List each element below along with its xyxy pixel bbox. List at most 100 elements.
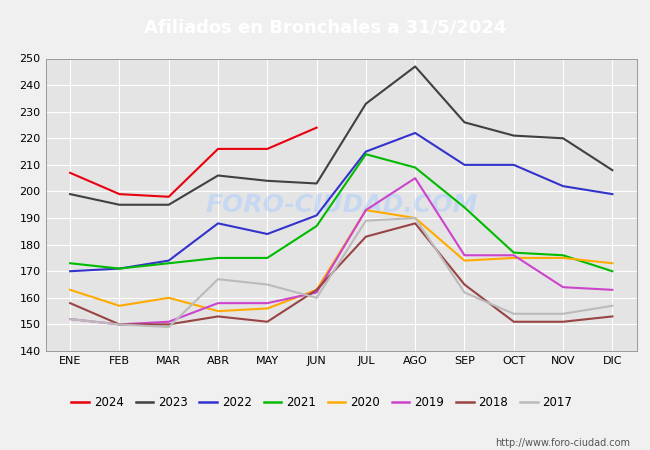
2021 bbox=[214, 255, 222, 261]
2018 bbox=[66, 301, 74, 306]
2017 bbox=[263, 282, 271, 287]
2021 bbox=[362, 152, 370, 157]
2018 bbox=[165, 322, 173, 327]
Line: 2019: 2019 bbox=[70, 178, 612, 324]
2023 bbox=[313, 181, 320, 186]
2021 bbox=[116, 266, 124, 271]
2019 bbox=[411, 176, 419, 181]
2017 bbox=[559, 311, 567, 316]
2020 bbox=[263, 306, 271, 311]
Text: http://www.foro-ciudad.com: http://www.foro-ciudad.com bbox=[495, 438, 630, 448]
2019 bbox=[165, 319, 173, 324]
2024 bbox=[214, 146, 222, 152]
2018 bbox=[313, 287, 320, 292]
2018 bbox=[510, 319, 517, 324]
Line: 2023: 2023 bbox=[70, 67, 612, 205]
2017 bbox=[313, 295, 320, 301]
2017 bbox=[461, 290, 469, 295]
2019 bbox=[66, 316, 74, 322]
2018 bbox=[263, 319, 271, 324]
2023 bbox=[214, 173, 222, 178]
Line: 2024: 2024 bbox=[70, 128, 317, 197]
2022 bbox=[66, 269, 74, 274]
2023 bbox=[510, 133, 517, 138]
2021 bbox=[608, 269, 616, 274]
2022 bbox=[116, 266, 124, 271]
2020 bbox=[411, 216, 419, 221]
2020 bbox=[461, 258, 469, 263]
2019 bbox=[461, 252, 469, 258]
2023 bbox=[461, 120, 469, 125]
2020 bbox=[116, 303, 124, 309]
2021 bbox=[559, 252, 567, 258]
2020 bbox=[559, 255, 567, 261]
2022 bbox=[461, 162, 469, 167]
2020 bbox=[165, 295, 173, 301]
2017 bbox=[214, 276, 222, 282]
2024 bbox=[165, 194, 173, 199]
2017 bbox=[66, 316, 74, 322]
2020 bbox=[362, 207, 370, 213]
Text: Afiliados en Bronchales a 31/5/2024: Afiliados en Bronchales a 31/5/2024 bbox=[144, 18, 506, 36]
2020 bbox=[313, 287, 320, 292]
2024 bbox=[116, 191, 124, 197]
2023 bbox=[165, 202, 173, 207]
2022 bbox=[608, 191, 616, 197]
2017 bbox=[608, 303, 616, 309]
2022 bbox=[263, 231, 271, 237]
2019 bbox=[263, 301, 271, 306]
2017 bbox=[411, 216, 419, 221]
2018 bbox=[608, 314, 616, 319]
2020 bbox=[214, 308, 222, 314]
2021 bbox=[461, 205, 469, 210]
2021 bbox=[411, 165, 419, 170]
2019 bbox=[116, 322, 124, 327]
Line: 2022: 2022 bbox=[70, 133, 612, 271]
2018 bbox=[559, 319, 567, 324]
Line: 2021: 2021 bbox=[70, 154, 612, 271]
2023 bbox=[263, 178, 271, 184]
2022 bbox=[214, 220, 222, 226]
2021 bbox=[313, 223, 320, 229]
Line: 2017: 2017 bbox=[70, 218, 612, 327]
2018 bbox=[362, 234, 370, 239]
2022 bbox=[510, 162, 517, 167]
2020 bbox=[510, 255, 517, 261]
Legend: 2024, 2023, 2022, 2021, 2020, 2019, 2018, 2017: 2024, 2023, 2022, 2021, 2020, 2019, 2018… bbox=[67, 392, 577, 414]
2021 bbox=[510, 250, 517, 255]
2022 bbox=[313, 213, 320, 218]
Text: FORO-CIUDAD.COM: FORO-CIUDAD.COM bbox=[205, 193, 478, 217]
2021 bbox=[66, 261, 74, 266]
2019 bbox=[608, 287, 616, 292]
2018 bbox=[214, 314, 222, 319]
2020 bbox=[608, 261, 616, 266]
2023 bbox=[411, 64, 419, 69]
2022 bbox=[165, 258, 173, 263]
2018 bbox=[116, 322, 124, 327]
2019 bbox=[559, 284, 567, 290]
2017 bbox=[362, 218, 370, 223]
2021 bbox=[165, 261, 173, 266]
2023 bbox=[362, 101, 370, 106]
Line: 2018: 2018 bbox=[70, 223, 612, 324]
2018 bbox=[461, 282, 469, 287]
2023 bbox=[608, 167, 616, 173]
2022 bbox=[362, 149, 370, 154]
2022 bbox=[559, 184, 567, 189]
2019 bbox=[313, 290, 320, 295]
2023 bbox=[66, 191, 74, 197]
2018 bbox=[411, 220, 419, 226]
2019 bbox=[362, 207, 370, 213]
2020 bbox=[66, 287, 74, 292]
2017 bbox=[510, 311, 517, 316]
2024 bbox=[263, 146, 271, 152]
2024 bbox=[313, 125, 320, 130]
2019 bbox=[214, 301, 222, 306]
2019 bbox=[510, 252, 517, 258]
2017 bbox=[165, 324, 173, 330]
2017 bbox=[116, 322, 124, 327]
2021 bbox=[263, 255, 271, 261]
2022 bbox=[411, 130, 419, 135]
Line: 2020: 2020 bbox=[70, 210, 612, 311]
2023 bbox=[116, 202, 124, 207]
